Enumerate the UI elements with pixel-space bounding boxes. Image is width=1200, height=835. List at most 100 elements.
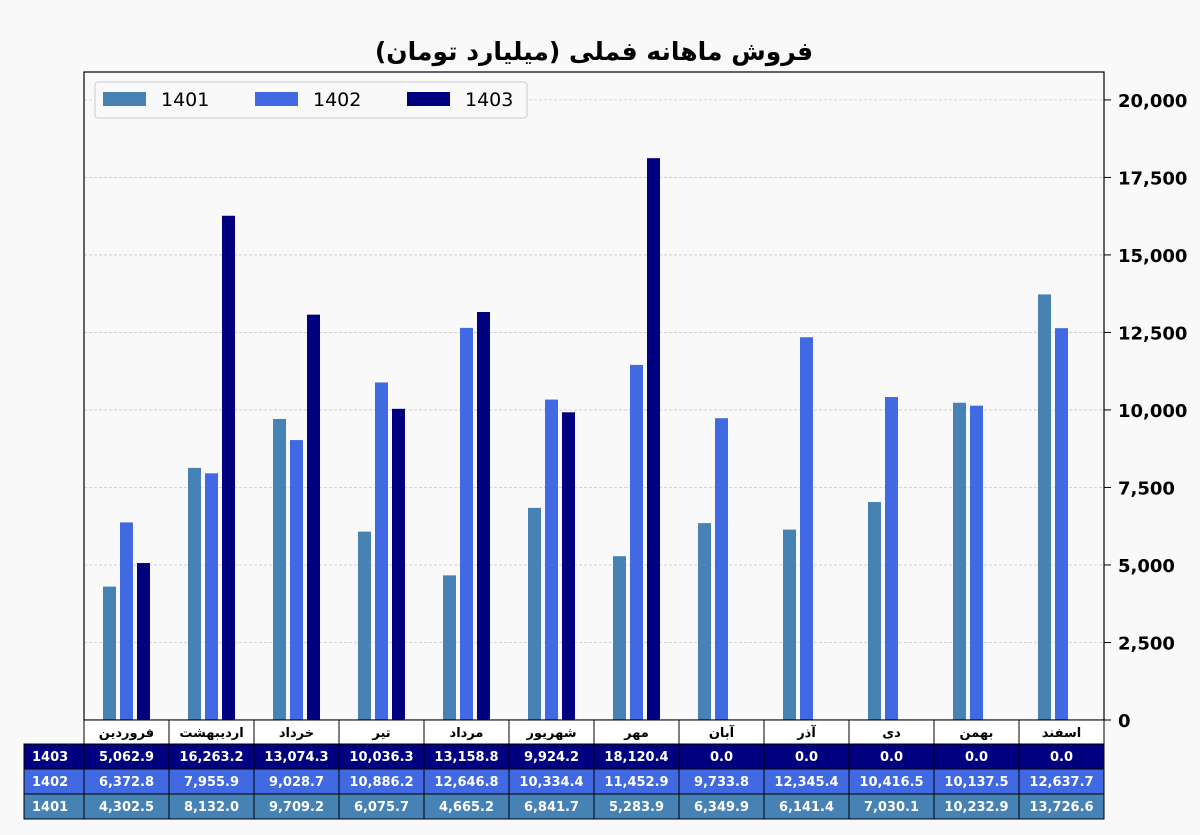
table-header-cell	[763, 719, 850, 745]
bar-1401	[188, 467, 201, 720]
legend-swatch	[103, 92, 146, 106]
table-cell-value: 10,036.3	[349, 750, 413, 765]
bars	[103, 158, 1068, 720]
table-header-label: اسفند	[1042, 726, 1081, 741]
bar-1401	[1038, 294, 1051, 720]
table-cell-value: 8,132.0	[184, 800, 239, 815]
table-header-label: مهر	[623, 726, 649, 741]
table-cell	[1018, 793, 1105, 820]
table-cell	[83, 793, 170, 820]
y-tick-label: 15,000	[1118, 246, 1187, 267]
bar-1402	[290, 440, 303, 720]
table-header-cell	[83, 719, 170, 745]
bar-1402	[800, 337, 813, 720]
table-cell	[678, 768, 765, 795]
bar-1401	[953, 402, 966, 720]
table-cell-value: 12,637.7	[1029, 775, 1093, 790]
bar-1402	[205, 473, 218, 720]
bar-1403	[647, 158, 660, 720]
y-tick-label: 2,500	[1118, 633, 1175, 654]
table-row-label: 1402	[32, 775, 68, 790]
table-cell	[1018, 768, 1105, 795]
table-cell-value: 13,726.6	[1029, 800, 1093, 815]
y-axis: 0 2,500 5,000 7,500 10,000 12,500 15,000 17,500…	[1104, 91, 1187, 732]
table-row-label: 1403	[32, 750, 68, 765]
legend-swatch	[407, 92, 450, 106]
table-cell-value: 6,349.9	[694, 800, 749, 815]
bar-1403	[477, 312, 490, 720]
table-cell-value: 10,334.4	[519, 775, 583, 790]
plot-frame	[83, 71, 1105, 721]
table-cell	[933, 793, 1020, 820]
bar-1402	[630, 364, 643, 720]
bar-1402	[375, 382, 388, 720]
table-header-label: مرداد	[450, 726, 484, 741]
bar-1401	[868, 502, 881, 720]
y-tick-label: 10,000	[1118, 401, 1187, 422]
table-cell-value: 18,120.4	[604, 750, 668, 765]
y-tick-label: 7,500	[1118, 478, 1175, 499]
table-cell	[1018, 743, 1105, 770]
table-header-cell	[678, 719, 765, 745]
table-cell	[168, 793, 255, 820]
table-cell-value: 10,232.9	[944, 800, 1008, 815]
bar-1401	[273, 418, 286, 720]
bar-1403	[562, 412, 575, 720]
bar-1402	[460, 327, 473, 720]
table-cell-value: 11,452.9	[604, 775, 668, 790]
table-header-label: دی	[882, 726, 901, 741]
y-tick-label: 0	[1118, 711, 1131, 732]
table-cell-value: 10,137.5	[944, 775, 1008, 790]
bar-1403	[392, 408, 405, 720]
bar-1402	[1055, 328, 1068, 720]
bar-1402	[885, 397, 898, 720]
table-cell-value: 0.0	[965, 750, 988, 765]
bar-1401	[528, 507, 541, 720]
table-cell-value: 12,345.4	[774, 775, 838, 790]
table-header-label: اردیبهشت	[179, 726, 243, 741]
bar-1401	[103, 586, 116, 720]
bar-1403	[307, 314, 320, 720]
table-cell	[678, 743, 765, 770]
table-cell-value: 5,062.9	[99, 750, 154, 765]
bar-1401	[613, 556, 626, 720]
data-table: فروردین اردیبهشت خرداد تیر مرداد شهریور مهر آبا…	[23, 719, 1105, 820]
table-cell	[423, 793, 510, 820]
table-cell-value: 13,158.8	[434, 750, 498, 765]
legend-box	[94, 81, 528, 119]
legend-label: 1401	[161, 89, 209, 111]
table-row-label: 1401	[32, 800, 68, 815]
table-cell	[338, 743, 425, 770]
table-cell-value: 9,733.8	[694, 775, 749, 790]
table-cell	[508, 793, 595, 820]
bar-1402	[545, 399, 558, 720]
y-tick-label: 12,500	[1118, 323, 1187, 344]
grid-lines	[84, 99, 1104, 643]
table-cell	[253, 793, 340, 820]
bar-1401	[698, 523, 711, 720]
table-cell	[763, 743, 850, 770]
table-header-label: شهریور	[526, 726, 577, 741]
table-cell	[508, 743, 595, 770]
table-cell-value: 7,955.9	[184, 775, 239, 790]
table-cell	[763, 793, 850, 820]
table-header-label: بهمن	[960, 726, 994, 741]
table-cell	[423, 768, 510, 795]
table-header-label: تیر	[371, 726, 390, 741]
y-tick-label: 5,000	[1118, 556, 1175, 577]
bar-1402	[120, 522, 133, 720]
table-cell	[678, 793, 765, 820]
table-cell-value: 9,709.2	[269, 800, 324, 815]
legend: 1401 1402 1403	[94, 81, 528, 119]
table-header-label: آذر	[796, 724, 816, 741]
table-cell	[253, 743, 340, 770]
bar-1403	[222, 215, 235, 720]
table-cell-value: 16,263.2	[179, 750, 243, 765]
bar-1401	[358, 531, 371, 720]
table-cell-value: 9,028.7	[269, 775, 324, 790]
y-tick-label: 17,500	[1118, 168, 1187, 189]
table-header-cell	[593, 719, 680, 745]
bar-1401	[443, 575, 456, 720]
